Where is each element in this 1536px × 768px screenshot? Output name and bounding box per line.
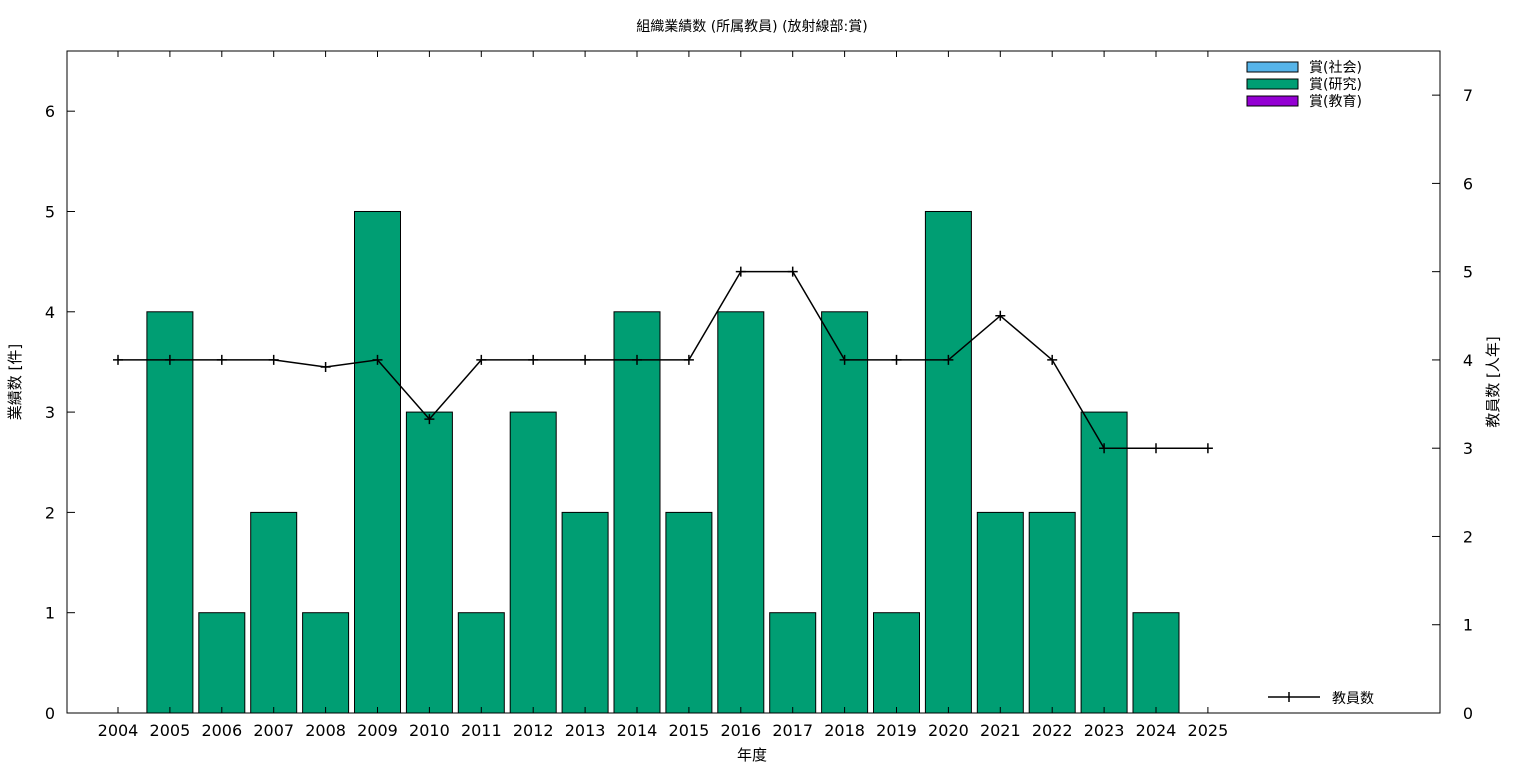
bar-2008-s1 [302,612,350,714]
x-tick-label: 2009 [357,721,398,740]
y-axis-left: 0 1 2 3 4 5 6 [45,102,75,723]
x-axis-label: 年度 [737,746,767,764]
bar-2006-s1 [198,612,246,714]
y-tick-label: 4 [45,303,55,322]
line-layer [113,266,1213,454]
bar-2022-s1 [1028,511,1076,714]
y-tick-label: 3 [45,403,55,422]
x-tick-label: 2019 [876,721,917,740]
x-tick-label: 2014 [617,721,658,740]
bar-2010-s1 [405,411,453,714]
x-tick-label: 2010 [409,721,450,740]
x-tick-label: 2025 [1188,721,1229,740]
bar-2012-s1 [509,411,557,714]
y2-tick-label: 6 [1463,174,1473,193]
y2-tick-label: 3 [1463,439,1473,458]
faculty-point-2020 [943,354,954,365]
x-tick-label: 2022 [1032,721,1073,740]
y2-tick-label: 7 [1463,86,1473,105]
x-axis: 2004 2005 2006 2007 2008 2009 2010 2011 2012 2013… [98,51,1229,740]
legend-line-label: 教員数 [1332,691,1374,707]
bar-2007-s1 [250,511,298,714]
legend-swatch-2 [1246,95,1299,107]
legend-label-2: 賞(教育) [1309,94,1362,110]
y2-tick-label: 0 [1463,704,1473,723]
faculty-point-2022 [1047,354,1058,365]
x-tick-label: 2023 [1084,721,1125,740]
faculty-point-2011 [476,354,487,365]
x-tick-label: 2021 [980,721,1021,740]
bar-2018-s1 [821,311,869,714]
x-tick-label: 2007 [253,721,294,740]
y2-axis-label: 教員数 [人年] [1484,336,1502,427]
legend-swatch-0 [1246,61,1299,73]
bar-2011-s1 [457,612,505,714]
faculty-point-2025 [1202,443,1213,454]
bar-2020-s1 [924,210,972,714]
x-tick-label: 2020 [928,721,969,740]
bar-2015-s1 [665,511,713,714]
faculty-point-2013 [580,354,591,365]
y2-tick-label: 2 [1463,527,1473,546]
legend: 賞(社会)賞(研究)賞(教育) 教員数 [1246,60,1374,707]
y2-tick-label: 4 [1463,351,1473,370]
legend-label-0: 賞(社会) [1309,60,1362,76]
x-tick-label: 2024 [1136,721,1177,740]
faculty-point-2015 [683,354,694,365]
x-tick-label: 2017 [772,721,813,740]
faculty-point-2004 [113,354,123,365]
faculty-point-2012 [528,354,539,365]
faculty-point-2018 [839,354,850,365]
bars-layer [146,210,1180,714]
faculty-point-2014 [632,354,642,365]
bar-2013-s1 [561,511,609,714]
bar-2016-s1 [717,311,765,714]
bar-2019-s1 [873,612,920,714]
bar-2021-s1 [976,511,1024,714]
bar-2024-s1 [1132,612,1180,714]
x-tick-label: 2013 [565,721,606,740]
legend-label-1: 賞(研究) [1309,77,1362,93]
y-axis-right: 0 1 2 3 4 5 6 7 [1432,86,1473,723]
faculty-point-2009 [372,354,383,365]
faculty-point-2019 [891,354,902,365]
faculty-point-2008 [320,361,331,372]
y-tick-label: 5 [45,202,55,221]
faculty-point-2024 [1151,443,1161,454]
x-tick-label: 2015 [669,721,710,740]
faculty-point-2021 [995,310,1006,321]
y-tick-label: 6 [45,102,55,121]
x-tick-label: 2018 [824,721,865,740]
y2-tick-label: 1 [1463,616,1473,635]
faculty-point-2010 [424,414,435,425]
faculty-line [118,270,1208,449]
bar-2009-s1 [354,210,401,714]
legend-swatch-1 [1246,78,1299,90]
y-tick-label: 2 [45,503,55,522]
faculty-point-2023 [1099,443,1110,454]
bar-2005-s1 [146,311,194,714]
x-tick-label: 2011 [461,721,502,740]
faculty-point-2017 [787,266,798,277]
bar-2014-s1 [613,311,661,714]
x-tick-label: 2005 [150,721,191,740]
faculty-point-2005 [164,354,175,365]
bar-2023-s1 [1080,411,1128,714]
plot-frame [66,50,1441,714]
x-tick-label: 2006 [201,721,242,740]
bar-2017-s1 [769,612,817,714]
y-tick-label: 0 [45,704,55,723]
faculty-point-2016 [735,266,746,277]
faculty-point-2007 [268,354,279,365]
y-axis-label: 業績数 [件] [6,344,24,420]
faculty-point-2006 [216,354,227,365]
x-tick-label: 2004 [98,721,139,740]
chart-title: 組織業績数 (所属教員) (放射線部:賞) [636,19,867,35]
y-tick-label: 1 [45,604,55,623]
x-tick-label: 2016 [720,721,761,740]
x-tick-label: 2008 [305,721,346,740]
y2-tick-label: 5 [1463,263,1473,282]
x-tick-label: 2012 [513,721,554,740]
